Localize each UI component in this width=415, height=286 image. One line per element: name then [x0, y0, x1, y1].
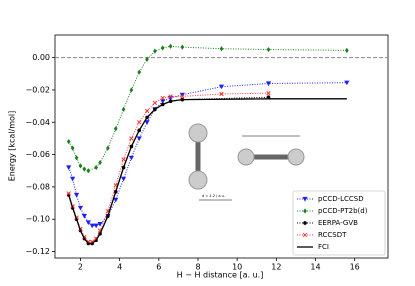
marker	[137, 120, 142, 125]
marker	[152, 100, 158, 106]
y-tick-label: −0.12	[25, 247, 50, 256]
marker	[70, 145, 75, 151]
marker	[113, 126, 118, 132]
marker	[345, 47, 349, 53]
series-line	[68, 82, 347, 227]
x-tick-label: 6	[156, 263, 161, 272]
marker	[93, 223, 99, 229]
marker	[121, 157, 126, 162]
y-tick-label: −0.02	[25, 85, 50, 94]
marker	[266, 91, 271, 96]
legend-label: pCCD-LCCSD	[318, 195, 364, 203]
x-axis-label: H − H distance [a. u.]	[177, 271, 264, 280]
marker	[168, 94, 173, 99]
marker	[344, 80, 350, 86]
marker	[180, 44, 185, 50]
series-line	[68, 92, 269, 243]
x-tick-label: 2	[78, 263, 83, 272]
y-axis-label: Energy [kcal/mol]	[8, 111, 17, 182]
series-line	[68, 45, 347, 172]
marker	[179, 92, 185, 98]
inset-label: d = 4.2 / a.u.	[202, 194, 225, 198]
marker	[136, 136, 142, 142]
x-tick-label: 16	[350, 263, 360, 272]
marker	[219, 46, 224, 52]
marker	[168, 43, 173, 49]
marker	[86, 168, 91, 174]
inset-molecules	[188, 123, 305, 201]
legend-marker	[303, 221, 307, 225]
marker	[98, 160, 102, 166]
marker	[97, 221, 103, 227]
marker	[266, 95, 271, 100]
y-tick-label: −0.08	[25, 182, 50, 191]
marker	[129, 136, 134, 141]
marker	[78, 163, 83, 169]
marker	[153, 48, 157, 54]
marker	[218, 84, 225, 90]
x-tick-label: 14	[310, 263, 320, 272]
legend-label: RCCSDT	[318, 231, 347, 239]
marker	[219, 91, 224, 97]
x-tick-label: 12	[271, 263, 281, 272]
marker	[266, 46, 271, 53]
y-tick-label: −0.10	[25, 215, 50, 224]
marker	[160, 45, 165, 51]
x-tick-label: 4	[117, 263, 122, 272]
legend-box	[292, 190, 386, 256]
legend-marker	[302, 196, 308, 202]
y-tick-label: 0.00	[32, 53, 50, 62]
legend-label: EERPA-GVB	[318, 219, 358, 227]
legend-label: pCCD-PT2b(d)	[318, 207, 368, 215]
marker	[137, 69, 142, 75]
x-tick-label: 10	[232, 263, 242, 272]
marker	[160, 99, 166, 104]
marker	[144, 108, 150, 114]
marker	[120, 176, 127, 182]
marker	[145, 56, 149, 62]
marker	[129, 87, 134, 93]
marker	[113, 197, 119, 203]
marker	[70, 176, 76, 182]
y-tick-label: −0.04	[25, 118, 50, 127]
marker	[82, 166, 87, 172]
marker	[77, 205, 84, 211]
marker	[265, 81, 272, 87]
marker	[128, 155, 134, 161]
legend-label: FCI	[318, 243, 329, 251]
marker	[144, 120, 150, 125]
marker	[66, 165, 72, 171]
legend-marker	[303, 208, 307, 214]
marker	[74, 155, 79, 161]
marker	[81, 213, 87, 219]
marker	[160, 95, 165, 101]
marker	[66, 191, 71, 196]
x-tick-label: 8	[195, 263, 200, 272]
marker	[85, 220, 91, 226]
marker	[73, 192, 80, 198]
plot-frame	[54, 34, 389, 259]
marker	[121, 106, 126, 112]
marker	[66, 139, 71, 145]
series-line	[68, 96, 269, 244]
series-line	[68, 98, 347, 245]
marker	[89, 223, 95, 229]
y-tick-label: −0.06	[25, 150, 50, 159]
legend-marker	[302, 232, 308, 238]
marker	[94, 164, 98, 171]
marker	[106, 145, 110, 151]
marker	[180, 94, 185, 99]
